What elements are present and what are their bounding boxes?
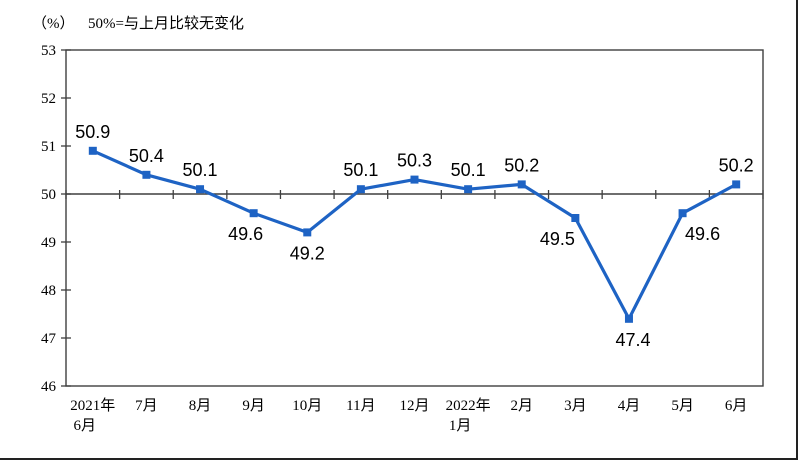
data-point-label: 50.1: [343, 160, 378, 180]
data-point-marker: [196, 185, 205, 194]
data-point-label: 50.4: [129, 146, 164, 166]
data-point-marker: [88, 146, 97, 155]
x-axis-label: 10月: [292, 398, 322, 414]
data-point-label: 50.2: [719, 155, 754, 175]
data-point-label: 47.4: [615, 330, 650, 350]
data-point-marker: [732, 180, 741, 189]
data-point-marker: [303, 228, 312, 237]
data-point-marker: [517, 180, 526, 189]
data-point-marker: [142, 170, 151, 179]
y-axis-tick-label: 51: [41, 139, 56, 155]
x-axis-label: 7月: [135, 398, 158, 414]
x-axis-label: 5月: [671, 398, 694, 414]
data-point-label: 50.9: [75, 122, 110, 142]
x-axis-label: 11月: [346, 398, 375, 414]
data-point-marker: [410, 175, 419, 184]
x-axis-label: 8月: [189, 398, 212, 414]
data-point-marker: [356, 185, 365, 194]
data-point-label: 49.5: [540, 229, 575, 249]
data-point-label: 49.6: [685, 224, 720, 244]
x-axis-label: 6月: [725, 398, 748, 414]
x-axis-label-line2: 6月: [74, 418, 97, 434]
chart-note: 50%=与上月比较无变化: [88, 16, 244, 32]
plot-frame: [65, 49, 764, 387]
y-axis-tick-label: 52: [41, 91, 56, 107]
x-axis-label-line2: 1月: [449, 418, 472, 434]
y-axis-tick-label: 48: [41, 283, 56, 299]
data-point-label: 50.3: [397, 151, 432, 171]
data-point-label: 49.2: [290, 243, 325, 263]
y-axis-tick-label: 49: [41, 235, 56, 251]
x-axis-label: 9月: [242, 398, 265, 414]
y-axis-tick-label: 47: [41, 331, 57, 347]
y-axis-tick-label: 50: [41, 187, 56, 203]
x-axis-label: 3月: [564, 398, 587, 414]
x-axis-label: 2021年: [70, 397, 115, 414]
data-point-marker: [464, 185, 473, 194]
data-point-label: 50.2: [504, 155, 539, 175]
data-point-label: 50.1: [451, 160, 486, 180]
x-axis-label: 2月: [510, 398, 533, 414]
data-point-label: 50.1: [183, 160, 218, 180]
x-axis-label: 12月: [399, 398, 429, 414]
data-point-marker: [678, 209, 687, 218]
x-axis-label: 4月: [618, 398, 641, 414]
data-point-marker: [571, 214, 580, 222]
data-point-marker: [624, 314, 633, 323]
y-axis-tick-label: 53: [41, 43, 56, 59]
data-point-marker: [249, 209, 258, 218]
x-axis-label: 2022年: [446, 397, 491, 414]
y-axis-tick-label: 46: [41, 379, 57, 395]
data-point-label: 49.6: [228, 224, 263, 244]
y-axis-unit-label: （%）: [32, 16, 75, 32]
